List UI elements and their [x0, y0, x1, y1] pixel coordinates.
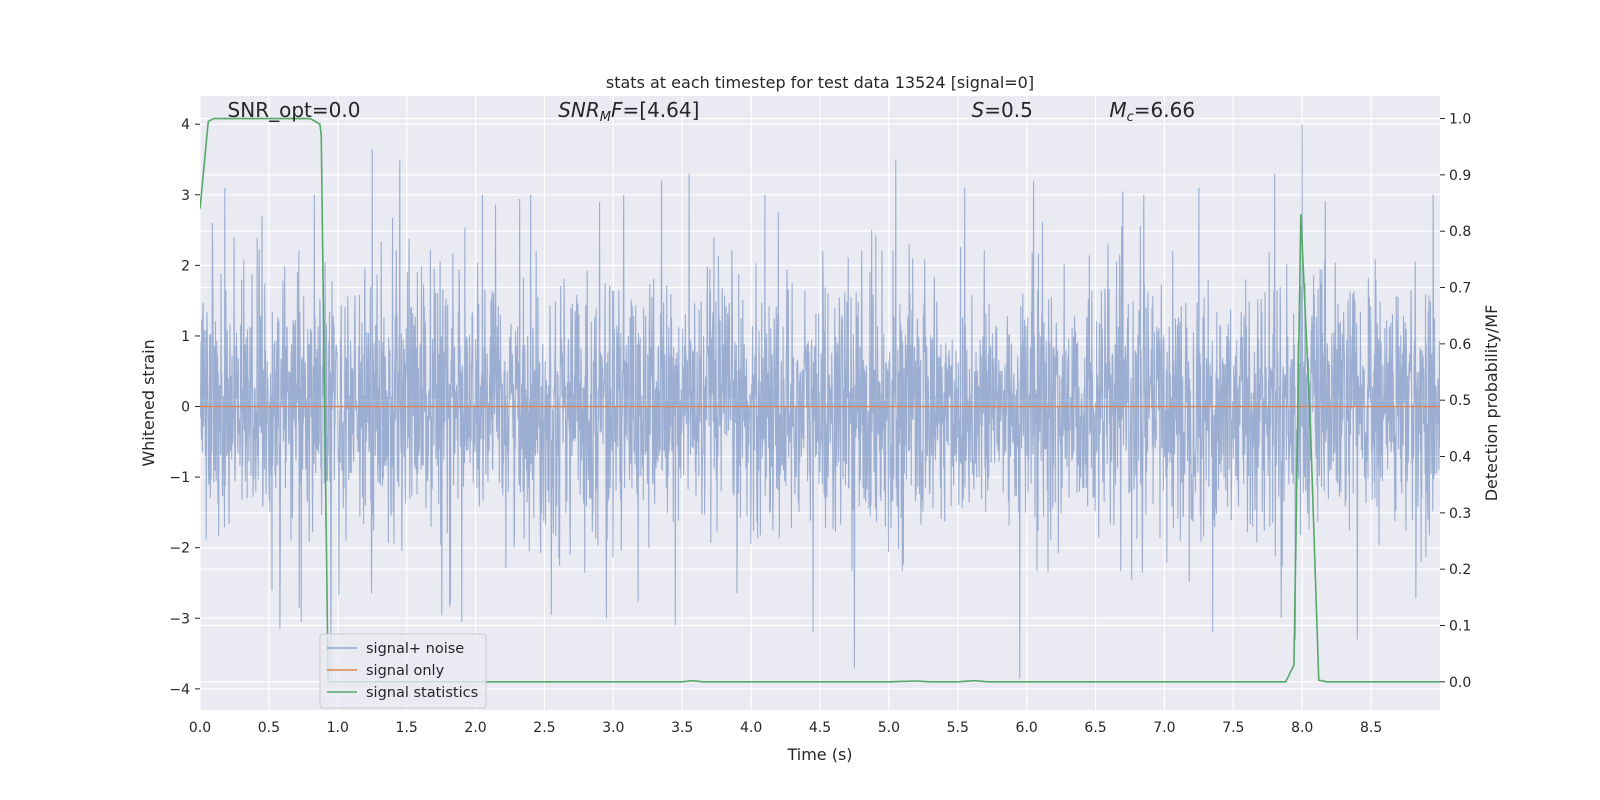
chart-title: stats at each timestep for test data 135… — [606, 73, 1034, 92]
y2-tick-label: 0.1 — [1449, 619, 1471, 635]
series-signal-noise — [200, 124, 1440, 679]
x-tick-label: 2.0 — [464, 720, 486, 736]
x-tick-label: 1.5 — [396, 720, 418, 736]
x-tick-label: 4.0 — [740, 720, 762, 736]
y-tick-label: 1 — [181, 329, 190, 345]
ticks: 0.0 0.5 1.0 1.5 2.0 2.5 3.0 3.5 4.0 4.5 5.0 5.5 6.0 6… — [169, 112, 1471, 736]
x-tick-label: 1.0 — [327, 720, 349, 736]
annotation-part: SNR — [558, 98, 600, 122]
annotation-part: =[4.64] — [623, 98, 700, 122]
plot-series — [200, 117, 1440, 683]
x-tick-label: 6.5 — [1084, 720, 1106, 736]
y-tick-label: −2 — [169, 541, 190, 557]
y-tick-label: −3 — [169, 611, 190, 627]
legend-box — [319, 633, 487, 709]
y2-tick-label: 0.5 — [1449, 393, 1471, 409]
x-tick-label: 3.5 — [671, 720, 693, 736]
x-tick-label: 7.5 — [1222, 720, 1244, 736]
y-tick-label: 3 — [181, 188, 190, 204]
y2-tick-label: 0.3 — [1449, 506, 1471, 522]
annotation-part: F — [611, 98, 623, 122]
x-tick-label: 8.0 — [1291, 720, 1313, 736]
annotation: SNR_opt=0.0 — [228, 98, 361, 122]
annotation: SNRMF=[4.64] — [558, 98, 699, 125]
x-tick-label: 6.0 — [1016, 720, 1038, 736]
annotation: Mc=6.66 — [1109, 98, 1195, 125]
x-tick-label: 3.0 — [602, 720, 624, 736]
legend-entry: signal statistics — [366, 685, 478, 701]
x-tick-label: 8.5 — [1360, 720, 1382, 736]
x-tick-label: 7.0 — [1153, 720, 1175, 736]
y2-axis-label: Detection probability/MF — [1482, 305, 1501, 502]
legend: signal+ noise signal only signal statistic… — [319, 633, 487, 709]
y2-tick-label: 0.2 — [1449, 562, 1471, 578]
y2-tick-label: 0.8 — [1449, 224, 1471, 240]
y2-tick-label: 0.4 — [1449, 450, 1471, 466]
y2-tick-label: 1.0 — [1449, 112, 1471, 128]
y-tick-label: 2 — [181, 258, 190, 274]
annotation-part: M — [1109, 98, 1126, 122]
x-tick-label: 0.5 — [258, 720, 280, 736]
y-tick-label: 4 — [181, 117, 190, 133]
annotation-part: =0.5 — [984, 98, 1033, 122]
y2-tick-label: 0.0 — [1449, 675, 1471, 691]
x-tick-label: 2.5 — [533, 720, 555, 736]
y2-tick-label: 0.7 — [1449, 281, 1471, 297]
y2-tick-label: 0.9 — [1449, 168, 1471, 184]
annotation-part: M — [600, 110, 611, 125]
legend-entry: signal only — [366, 663, 445, 679]
x-tick-label: 5.5 — [947, 720, 969, 736]
annotation-part: =6.66 — [1134, 98, 1195, 122]
annotation-part: S — [972, 98, 985, 122]
legend-entry: signal+ noise — [366, 641, 464, 657]
y-tick-label: 0 — [181, 400, 190, 416]
annotation: S=0.5 — [972, 98, 1033, 122]
series-signal-statistics — [200, 117, 1440, 683]
x-tick-label: 0.0 — [189, 720, 211, 736]
x-tick-label: 5.0 — [878, 720, 900, 736]
x-tick-label: 4.5 — [809, 720, 831, 736]
annotation-part: c — [1127, 110, 1134, 125]
y-tick-label: −1 — [169, 470, 190, 486]
y-tick-label: −4 — [169, 682, 190, 698]
annotation-part: SNR_opt=0.0 — [228, 98, 361, 122]
annotations: SNR_opt=0.0 SNRMF=[4.64] S=0.5 Mc=6.66 — [228, 98, 1195, 125]
x-axis-label: Time (s) — [786, 745, 852, 764]
y2-tick-label: 0.6 — [1449, 337, 1471, 353]
y-axis-label: Whitened strain — [139, 339, 158, 466]
